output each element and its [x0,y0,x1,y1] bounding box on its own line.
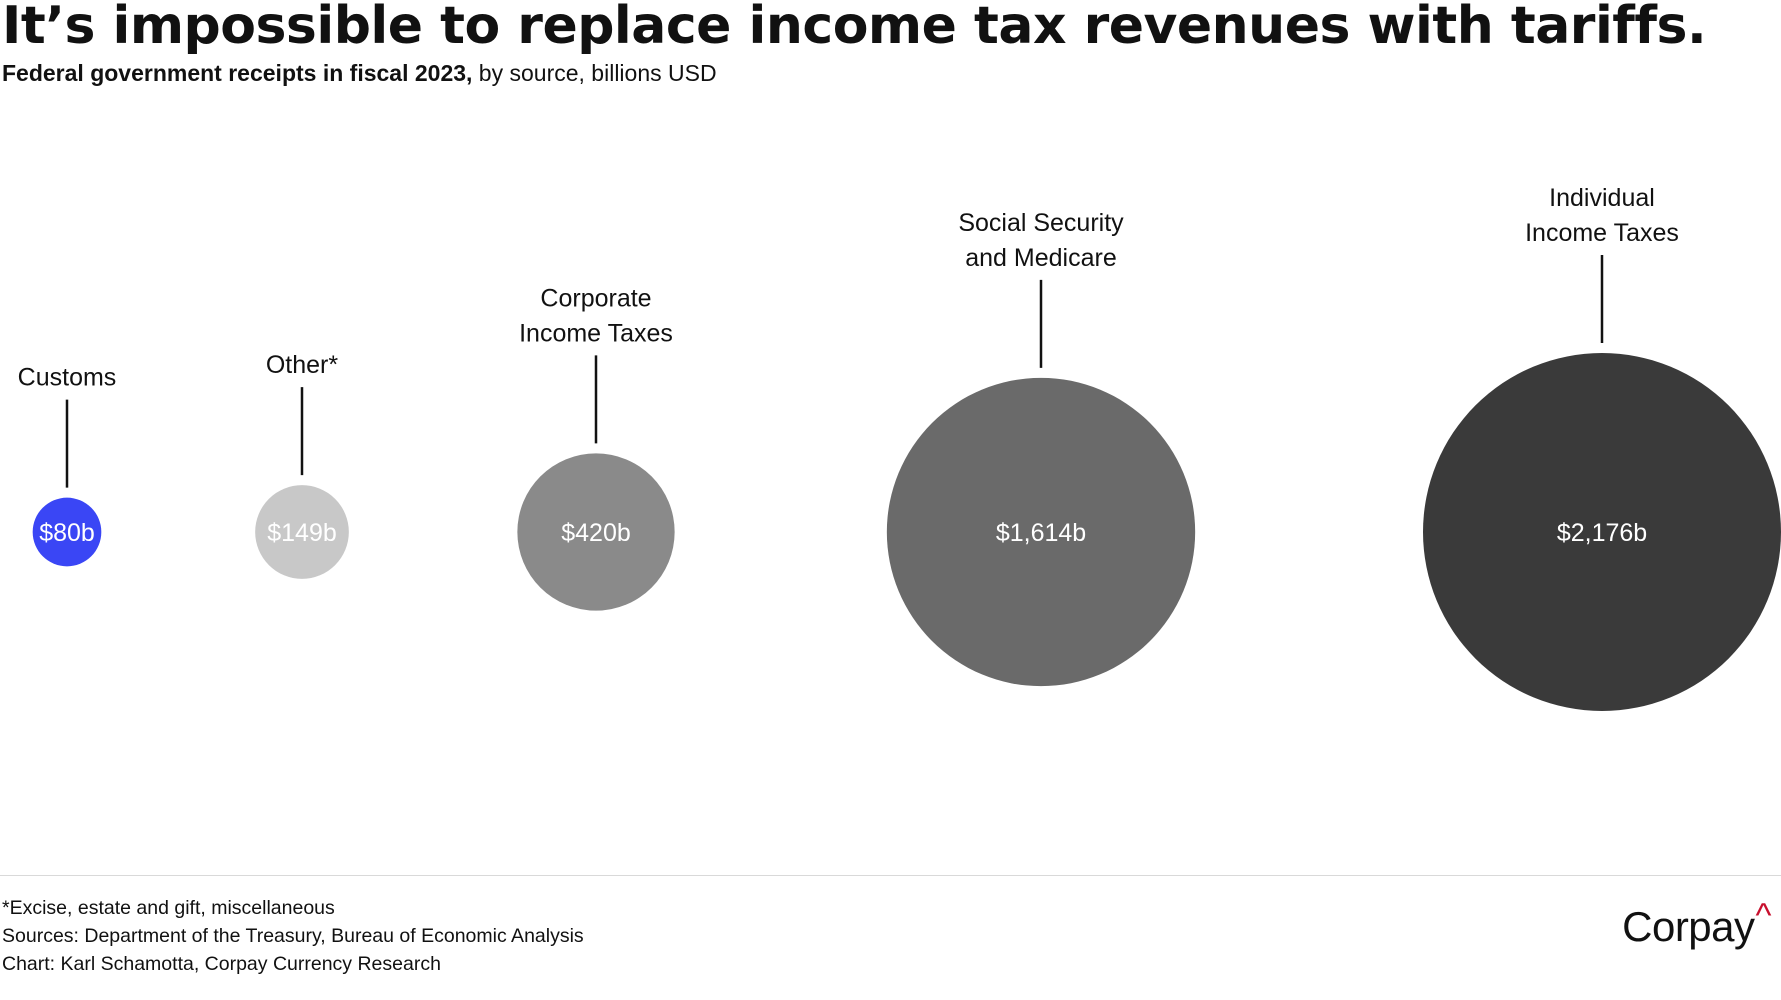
bubble-customs [32,497,102,567]
footnote-credit: Chart: Karl Schamotta, Corpay Currency R… [2,953,441,975]
bubble-corporate-income-taxes [517,453,675,611]
corpay-logo: Corpay^ [1622,897,1771,951]
category-label: Social Security [958,209,1124,237]
footnotes: *Excise, estate and gift, miscellaneous … [2,894,584,978]
footnote-other-definition: *Excise, estate and gift, miscellaneous [2,897,335,919]
footnote-sources: Sources: Department of the Treasury, Bur… [2,925,584,947]
bubble-value-label: $2,176b [1557,519,1647,547]
bubble-value-label: $420b [561,519,631,547]
bubble-value-label: $1,614b [996,519,1086,547]
category-label: and Medicare [965,244,1116,272]
category-label: Customs [18,364,117,392]
chart-title: It’s impossible to replace income tax re… [2,0,1707,56]
bubble-social-security-and-medicare [886,377,1196,687]
chart-subtitle: Federal government receipts in fiscal 20… [2,60,717,87]
logo-caret-icon: ^ [1755,897,1772,935]
bubble-value-label: $149b [267,519,337,547]
bubble-chart: $80b Customs $149b Other* $420b Corporate Inco… [18,184,1781,711]
bubble-individual-income-taxes [1423,353,1781,711]
subtitle-strong: Federal government receipts in fiscal 20… [2,60,473,86]
bubble-value-label: $80b [39,519,95,547]
category-label: Income Taxes [519,319,673,347]
subtitle-rest: by source, billions USD [472,60,717,86]
bubble-other [255,485,349,579]
category-label: Income Taxes [1525,219,1679,247]
category-label: Corporate [540,284,651,312]
footer-divider [0,875,1781,876]
logo-text: Corpay [1622,903,1755,950]
category-label: Other* [266,351,339,379]
category-label: Individual [1549,184,1655,212]
